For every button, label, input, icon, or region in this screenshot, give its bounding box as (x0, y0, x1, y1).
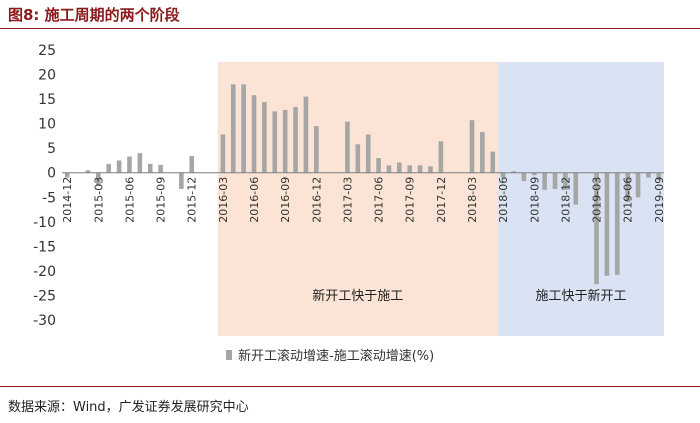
x-tick-label: 2017-12 (435, 177, 448, 223)
y-tick-label: 20 (38, 68, 56, 84)
bar-2015-07 (137, 153, 143, 173)
bar-2015-02 (85, 170, 91, 173)
bar-2016-07 (262, 102, 267, 173)
bar-2015-03 (96, 172, 101, 185)
legend: 新开工滚动增速-施工滚动增速(%) (226, 348, 434, 364)
x-tick-label: 2018-09 (528, 177, 541, 223)
bar-2017-11 (428, 166, 433, 173)
bar-2016-08 (272, 111, 278, 173)
x-tick-label: 2017-03 (341, 177, 354, 223)
bar-2019-09 (656, 172, 662, 181)
bar-2018-10 (542, 172, 547, 190)
x-tick-label: 2018-03 (466, 177, 479, 223)
bar-2016-12 (313, 126, 319, 173)
bar-2018-11 (552, 172, 558, 189)
bar-2018-08 (521, 172, 527, 182)
x-tick-label: 2015-03 (92, 177, 105, 223)
y-tick-label: 15 (38, 92, 56, 108)
bar-2019-01 (573, 172, 579, 205)
y-tick-label: -15 (33, 239, 56, 255)
x-tick-label: 2015-12 (186, 177, 199, 223)
bar-series (64, 84, 662, 285)
footer-rule (0, 386, 700, 387)
x-tick-label: 2014-12 (61, 177, 74, 223)
bar-2015-06 (127, 156, 132, 173)
x-tick-label: 2019-03 (591, 177, 604, 223)
bar-2019-04 (604, 172, 610, 276)
bar-2017-03 (345, 121, 350, 173)
bar-2015-09 (158, 164, 163, 173)
bar-2015-12 (189, 156, 195, 173)
bar-2017-10 (417, 165, 423, 173)
bar-2018-09 (531, 172, 537, 176)
figure-title: 图8: 施工周期的两个阶段 (8, 6, 180, 24)
chart-area: 25 20 15 10 5 0 -5 -10 -15 -20 -25 -30 2014-12 2015-… (33, 43, 666, 364)
bar-2017-07 (386, 165, 392, 173)
y-axis: 25 20 15 10 5 0 -5 -10 -15 -20 -25 -30 (33, 43, 56, 329)
bar-2015-08 (147, 163, 153, 173)
x-tick-label: 2015-09 (155, 177, 168, 223)
bar-2018-06 (500, 172, 506, 178)
legend-label: 新开工滚动增速-施工滚动增速(%) (238, 348, 434, 364)
bar-2016-09 (282, 109, 288, 173)
region-label-1: 新开工快于施工 (312, 288, 403, 304)
region-labels: 新开工快于施工 施工快于新开工 (312, 288, 626, 304)
bar-2017-12 (438, 141, 444, 173)
bar-2018-07 (511, 171, 516, 173)
bar-2016-04 (230, 84, 236, 173)
bar-2019-05 (614, 172, 620, 275)
x-tick-label: 2016-09 (279, 177, 292, 223)
y-tick-label: -20 (33, 264, 56, 280)
bar-2015-11 (179, 172, 184, 189)
x-tick-label: 2017-09 (404, 177, 417, 223)
x-tick-label: 2015-06 (123, 177, 136, 223)
bar-2018-03 (469, 120, 475, 173)
bar-2017-06 (376, 158, 381, 173)
bar-2015-05 (116, 160, 122, 173)
y-tick-label: -25 (33, 288, 56, 304)
bar-2018-05 (490, 151, 496, 173)
bar-2016-06 (251, 95, 257, 173)
bar-2016-05 (241, 84, 246, 173)
bar-2014-12 (64, 172, 70, 178)
bar-2015-04 (106, 163, 112, 173)
bar-2018-04 (480, 131, 485, 173)
region-label-2: 施工快于新开工 (535, 288, 626, 304)
bar-2016-10 (293, 106, 298, 173)
x-tick-label: 2016-06 (248, 177, 261, 223)
shaded-regions (217, 62, 664, 336)
x-axis: 2014-12 2015-03 2015-06 2015-09 2015-12 2016-… (61, 177, 666, 223)
y-tick-label: -10 (33, 215, 56, 231)
region-band-2 (497, 62, 664, 336)
bar-2017-05 (365, 134, 371, 173)
legend-swatch (226, 350, 232, 360)
y-tick-label: 10 (38, 117, 56, 133)
bar-2017-08 (397, 162, 402, 173)
y-tick-label: 0 (47, 166, 56, 182)
x-tick-label: 2017-06 (373, 177, 386, 223)
bar-2019-06 (625, 172, 630, 203)
x-tick-label: 2016-03 (217, 177, 230, 223)
bar-2019-03 (594, 172, 599, 285)
x-tick-label: 2018-12 (559, 177, 572, 223)
bar-2019-08 (646, 172, 651, 178)
bar-2017-09 (407, 165, 413, 173)
y-tick-label: 25 (38, 43, 56, 59)
y-tick-label: 5 (47, 141, 56, 157)
bar-2017-04 (355, 144, 361, 173)
bar-2019-07 (635, 172, 641, 198)
bar-2016-11 (303, 96, 309, 173)
x-tick-label: 2016-12 (310, 177, 323, 223)
x-tick-label: 2019-09 (653, 177, 666, 223)
title-rule (0, 28, 700, 29)
bar-2016-03 (220, 134, 226, 173)
x-tick-label: 2019-06 (622, 177, 635, 223)
source-note: 数据来源：Wind，广发证券发展研究中心 (8, 400, 249, 415)
y-tick-label: -5 (42, 190, 56, 206)
bar-2018-12 (563, 172, 568, 190)
x-tick-label: 2018-06 (497, 177, 510, 223)
y-tick-label: -30 (33, 313, 56, 329)
